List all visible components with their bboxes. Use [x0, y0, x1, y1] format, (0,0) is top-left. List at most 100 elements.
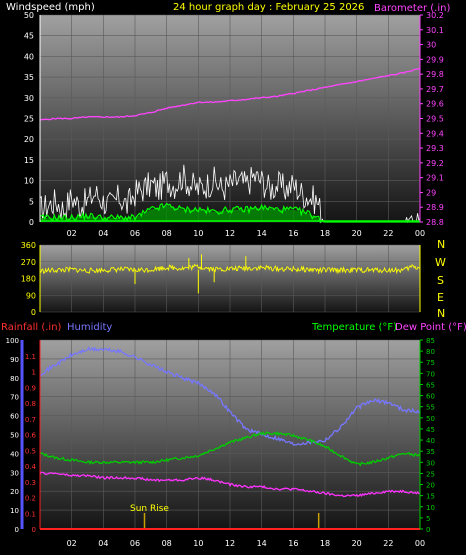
humidity-y-tick: 100: [6, 337, 19, 345]
baro-y-tick: 29.2: [426, 159, 444, 168]
rainfall-label: Rainfall (.in): [1, 322, 62, 333]
rain-y-tick: 0.1: [25, 510, 36, 518]
wind-x-tick: 14: [257, 229, 267, 238]
temp-y-tick: 20: [426, 482, 435, 490]
wind-x-tick: 18: [320, 229, 330, 238]
wind-x-tick: 10: [193, 229, 203, 238]
humidity-y-tick: 50: [10, 432, 19, 440]
wind-y-tick: 25: [24, 115, 34, 124]
compass-n-top: N: [437, 238, 445, 251]
wind-x-tick: 02: [67, 229, 77, 238]
humidity-y-tick: 20: [10, 488, 19, 496]
temp-y-tick: 45: [426, 426, 435, 434]
climate-x-tick: 10: [193, 539, 203, 548]
temp-y-tick: 0: [426, 526, 430, 534]
rain-y-tick: 0.2: [25, 495, 36, 503]
wind-x-tick: 08: [162, 229, 172, 238]
temp-y-tick: 85: [426, 337, 435, 345]
baro-y-tick: 29.9: [426, 55, 444, 64]
temp-y-tick: 60: [426, 393, 435, 401]
climate-x-tick: 12: [225, 539, 235, 548]
humidity-y-tick: 10: [10, 507, 19, 515]
baro-y-tick: 29.3: [426, 144, 444, 153]
baro-y-tick: 29.4: [426, 129, 444, 138]
wind-y-tick: 50: [24, 11, 34, 20]
wind-x-tick: 00: [415, 229, 425, 238]
climate-x-tick: 14: [257, 539, 267, 548]
wind-y-tick: 5: [29, 197, 34, 206]
dewpoint-line: [39, 471, 421, 498]
climate-x-tick: 06: [130, 539, 140, 548]
temp-y-tick: 50: [426, 415, 435, 423]
wind-x-tick: 12: [225, 229, 235, 238]
wind-y-tick: 20: [24, 135, 34, 144]
humidity-y-tick: 0: [15, 526, 19, 534]
humidity-y-tick: 70: [10, 394, 19, 402]
direction-y-tick: 0: [31, 308, 36, 317]
wind-y-tick: 35: [24, 73, 34, 82]
barometer-label: Barometer (.in): [374, 3, 450, 14]
temp-y-tick: 70: [426, 370, 435, 378]
wind-y-tick: 0: [29, 218, 34, 227]
baro-y-tick: 28.9: [426, 203, 444, 212]
rain-y-tick: 0: [32, 526, 36, 534]
temp-y-tick: 10: [426, 504, 435, 512]
wind-x-tick: 06: [130, 229, 140, 238]
wind-x-tick: 16: [288, 229, 298, 238]
temp-y-tick: 75: [426, 359, 435, 367]
temp-y-tick: 40: [426, 437, 435, 445]
humidity-line: [39, 346, 421, 446]
climate-x-tick: 00: [415, 539, 425, 548]
wind-y-tick: 40: [24, 52, 34, 61]
rain-y-tick: 0.4: [25, 463, 37, 471]
rain-y-tick: 0.6: [25, 432, 37, 440]
chart-title: 24 hour graph day : February 25 2026: [173, 2, 364, 13]
baro-y-tick: 29.7: [426, 85, 444, 94]
climate-x-tick: 02: [67, 539, 77, 548]
baro-y-tick: 30.1: [426, 26, 444, 35]
barometer-line: [39, 67, 421, 121]
temp-y-tick: 5: [426, 515, 430, 523]
baro-y-tick: 30.2: [426, 11, 444, 20]
wind-y-tick: 45: [24, 32, 34, 41]
wind-y-tick: 10: [24, 177, 34, 186]
humidity-y-tick: 40: [10, 450, 19, 458]
temperature-label: Temperature (°F): [311, 322, 397, 333]
rain-y-tick: 1: [32, 369, 36, 377]
humidity-y-tick: 80: [10, 375, 19, 383]
direction-y-tick: 180: [21, 275, 36, 284]
wind-x-tick: 20: [352, 229, 362, 238]
wind-x-tick: 22: [383, 229, 393, 238]
climate-x-tick: 04: [98, 539, 108, 548]
humidity-y-tick: 30: [10, 469, 19, 477]
baro-y-tick: 29.8: [426, 70, 444, 79]
baro-y-tick: 29: [426, 188, 436, 197]
humidity-y-tick: 90: [10, 356, 19, 364]
temperature-line: [39, 430, 421, 467]
climate-x-tick: 18: [320, 539, 330, 548]
baro-y-tick: 28.8: [426, 218, 444, 227]
direction-y-tick: 270: [21, 258, 36, 267]
baro-y-tick: 30: [426, 41, 436, 50]
compass-w: W: [435, 256, 446, 269]
wind-avg-area: [40, 205, 420, 222]
dewpoint-label: Dew Point (°F): [395, 322, 466, 333]
temp-y-tick: 15: [426, 493, 435, 501]
rain-y-tick: 0.3: [25, 479, 36, 487]
direction-y-tick: 360: [21, 241, 36, 250]
rain-y-tick: 0.9: [25, 384, 36, 392]
temp-y-tick: 30: [426, 459, 435, 467]
humidity-label: Humidity: [67, 322, 112, 333]
compass-e: E: [437, 291, 444, 304]
climate-x-tick: 20: [352, 539, 362, 548]
wind-direction-line: [39, 263, 421, 275]
climate-x-tick: 22: [383, 539, 393, 548]
baro-y-tick: 29.1: [426, 174, 444, 183]
wind-y-tick: 15: [24, 156, 34, 165]
compass-n-bottom: N: [437, 307, 445, 320]
baro-y-tick: 29.6: [426, 100, 444, 109]
temp-y-tick: 35: [426, 448, 435, 456]
temp-y-tick: 65: [426, 381, 435, 389]
